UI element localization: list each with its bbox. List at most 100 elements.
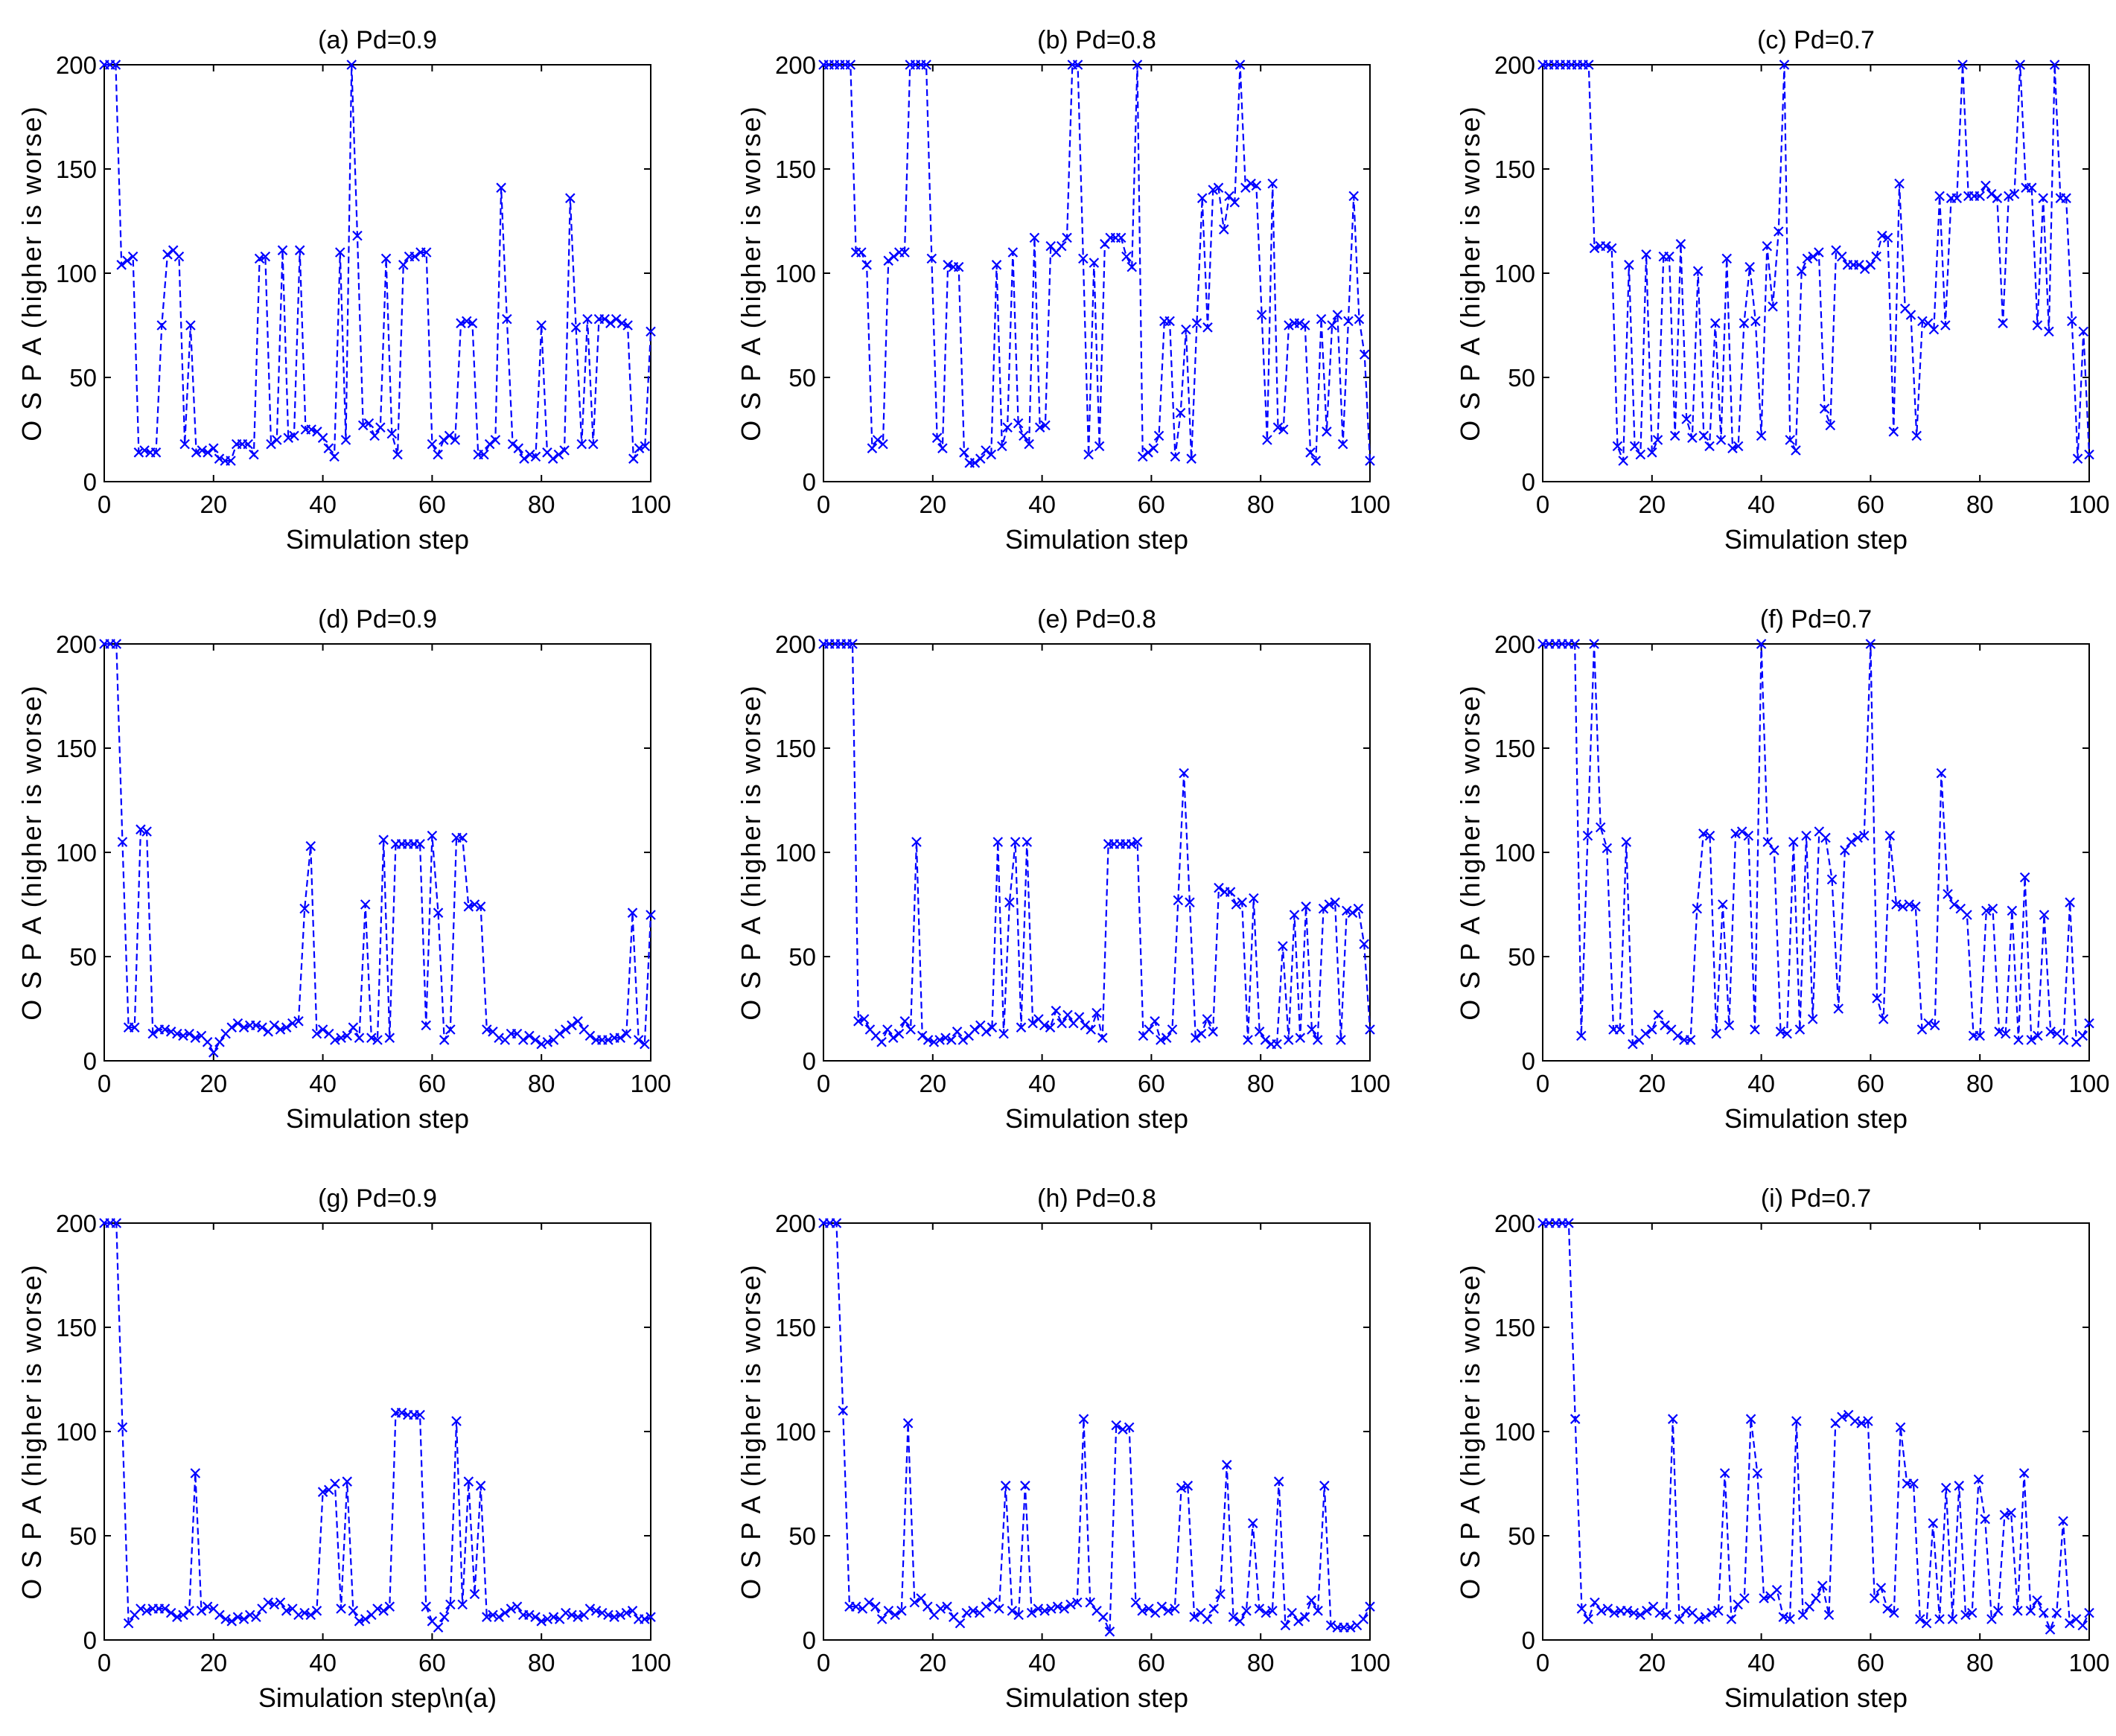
data-point-marker: [159, 1603, 171, 1614]
y-axis-label: O S P A (higher is worse): [16, 1263, 47, 1600]
data-point-marker: [317, 1487, 328, 1497]
x-tick-label: 100: [630, 1070, 671, 1097]
x-tick-label: 40: [1747, 1649, 1775, 1676]
data-point-marker: [1347, 907, 1358, 918]
data-point-marker: [524, 449, 535, 460]
data-point-marker: [1065, 1599, 1076, 1610]
y-tick-label: 0: [1522, 468, 1535, 496]
y-tick-label: 200: [56, 631, 97, 658]
x-tick-label: 80: [528, 1649, 555, 1676]
data-point-marker: [202, 1601, 213, 1612]
data-point-marker: [1719, 1468, 1730, 1478]
data-point-marker: [524, 1030, 535, 1041]
data-point-marker: [1624, 260, 1634, 270]
data-point-marker: [1998, 318, 2008, 328]
data-point-marker: [488, 1609, 498, 1621]
data-point-marker: [905, 1024, 916, 1035]
data-point-marker: [1246, 178, 1256, 189]
data-point-marker: [398, 260, 409, 270]
data-point-marker: [1710, 318, 1721, 328]
x-axis-label: Simulation step: [1005, 1103, 1188, 1134]
data-point-marker: [484, 438, 495, 450]
data-point-marker: [1606, 243, 1617, 254]
data-point-marker: [1156, 1035, 1166, 1045]
data-point-marker: [1915, 1614, 1925, 1624]
data-point-marker: [433, 907, 444, 918]
data-point-marker: [1654, 1607, 1666, 1618]
data-point-marker: [1837, 1411, 1847, 1423]
data-point-marker: [372, 1603, 383, 1614]
data-point-marker: [1957, 60, 1968, 70]
data-point-marker: [943, 260, 953, 270]
data-point-marker: [1675, 239, 1686, 249]
x-tick-label: 0: [98, 1070, 111, 1097]
data-point-marker: [1943, 889, 1953, 899]
data-point-marker: [1033, 1603, 1044, 1614]
data-point-marker: [184, 1606, 194, 1616]
y-tick-label: 200: [1494, 1210, 1535, 1237]
data-point-marker: [1024, 438, 1034, 450]
data-point-marker: [311, 1028, 322, 1039]
data-point-marker: [378, 1606, 389, 1616]
data-point-marker: [998, 1028, 1009, 1039]
data-point-marker: [1629, 441, 1640, 452]
data-point-marker: [1089, 258, 1100, 268]
x-axis-label: Simulation step: [286, 1103, 469, 1134]
data-point-marker: [890, 1609, 900, 1621]
data-point-marker: [2007, 905, 2018, 916]
data-point-marker: [467, 318, 478, 328]
x-axis-label: Simulation step: [1724, 1682, 1908, 1713]
y-tick-label: 200: [1494, 51, 1535, 79]
data-point-marker: [111, 639, 122, 649]
data-point-marker: [1917, 316, 1928, 327]
data-point-marker: [1202, 322, 1213, 333]
data-point-marker: [156, 320, 168, 331]
data-point-marker: [1687, 433, 1698, 443]
data-point-marker: [299, 903, 310, 914]
data-point-marker: [1228, 1612, 1239, 1622]
data-point-marker: [369, 430, 380, 441]
chart-title: (a) Pd=0.9: [318, 26, 437, 54]
data-point-marker: [987, 1022, 998, 1033]
data-point-marker: [475, 1481, 486, 1491]
data-point-marker: [1876, 1583, 1887, 1593]
data-point-marker: [469, 899, 480, 910]
data-point-marker: [921, 60, 931, 70]
data-point-marker: [992, 837, 1004, 847]
data-point-marker: [220, 1614, 231, 1624]
data-point-marker: [876, 1037, 887, 1047]
data-point-marker: [1736, 826, 1747, 837]
data-point-marker: [1718, 899, 1728, 910]
x-tick-label: 40: [1747, 1070, 1775, 1097]
data-point-marker: [1836, 251, 1847, 262]
data-point-marker: [1294, 318, 1305, 328]
data-point-marker: [445, 1024, 456, 1035]
data-point-marker: [127, 251, 138, 262]
data-point-marker: [902, 1418, 914, 1429]
data-point-marker: [299, 1607, 310, 1618]
data-point-marker: [926, 253, 937, 264]
x-axis-label: Simulation step: [1724, 524, 1908, 555]
data-point-marker: [348, 1022, 359, 1033]
data-point-marker: [238, 1614, 249, 1624]
data-point-marker: [1727, 443, 1738, 453]
y-tick-label: 100: [56, 1418, 97, 1446]
data-point-marker: [615, 1609, 625, 1621]
data-point-marker: [952, 1027, 963, 1037]
data-point-marker: [931, 433, 943, 443]
data-point-marker: [1934, 1614, 1945, 1624]
data-point-marker: [139, 445, 150, 456]
data-point-marker: [567, 1609, 577, 1621]
data-point-marker: [1026, 1607, 1037, 1618]
data-point-marker: [1966, 1607, 1978, 1618]
data-point-marker: [136, 824, 146, 835]
data-point-marker: [1256, 310, 1267, 320]
data-point-marker: [1219, 224, 1229, 234]
data-point-marker: [1144, 1024, 1155, 1035]
data-point-marker: [1243, 1035, 1253, 1045]
data-point-marker: [2084, 1018, 2094, 1029]
data-point-marker: [1911, 430, 1922, 441]
data-point-marker: [251, 1612, 261, 1622]
x-axis-label: Simulation step: [1724, 1103, 1908, 1134]
data-point-marker: [111, 1218, 122, 1228]
